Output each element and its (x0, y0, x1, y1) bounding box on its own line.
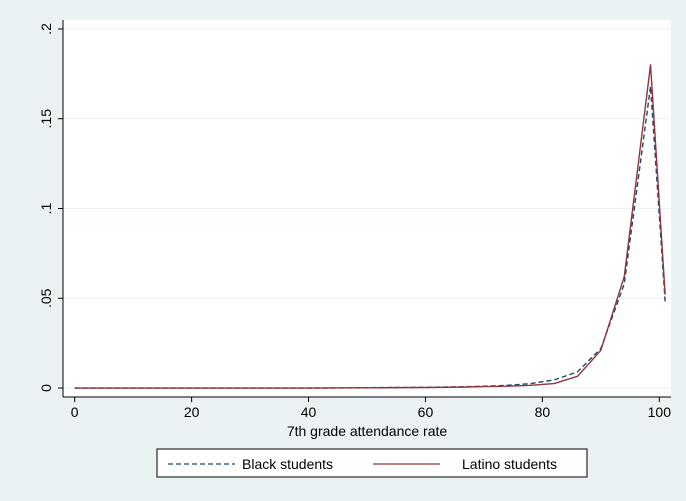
y-tick-label: .15 (38, 109, 54, 129)
y-tick-label: 0 (38, 384, 54, 392)
x-tick-label: 0 (71, 404, 79, 420)
x-tick-label: 60 (418, 404, 434, 420)
x-tick-label: 20 (184, 404, 200, 420)
legend-label-black-students: Black students (242, 456, 333, 472)
x-tick-label: 100 (648, 404, 672, 420)
y-tick-label: .2 (38, 23, 54, 35)
series-lines (74, 64, 666, 389)
x-axis-title: 7th grade attendance rate (287, 423, 448, 439)
legend-box (156, 448, 588, 478)
series-line-latino-students (74, 64, 666, 389)
legend-label-latino-students: Latino students (462, 456, 557, 472)
y-tick-label: .05 (38, 288, 54, 308)
x-tick-label: 40 (301, 404, 317, 420)
x-axis-ticks: 0 20 40 60 80 100 (71, 397, 671, 420)
x-tick-label: 80 (535, 404, 551, 420)
y-tick-label: .1 (38, 202, 54, 214)
legend: Black students Latino students (156, 448, 588, 478)
y-axis-ticks: 0 .05 .1 .15 .2 (38, 23, 63, 392)
